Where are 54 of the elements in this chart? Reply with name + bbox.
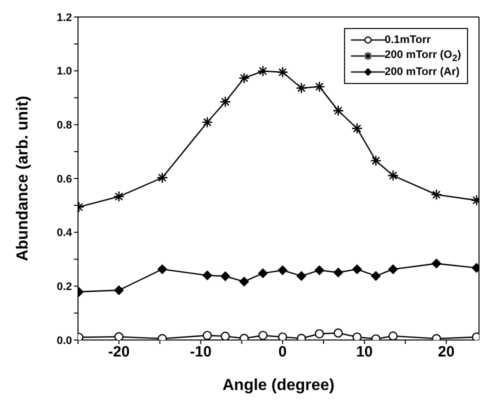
point <box>370 270 381 281</box>
point <box>334 328 343 338</box>
point <box>431 258 442 269</box>
y-tick-label: 0.0 <box>56 334 72 347</box>
point <box>278 265 288 276</box>
point <box>314 81 326 92</box>
x-tick-label: 20 <box>438 344 455 361</box>
y-tick-label: 0.6 <box>56 173 72 186</box>
point <box>220 332 230 340</box>
point <box>276 66 288 78</box>
legend-label: 200 mTorr (Ar) <box>384 66 460 78</box>
y-tick-label: 0.8 <box>56 120 72 132</box>
point <box>352 332 362 340</box>
point <box>239 276 250 287</box>
x-tick-label: 10 <box>356 344 373 361</box>
point <box>258 330 268 340</box>
x-tick-label: -20 <box>108 344 130 361</box>
point <box>296 270 306 281</box>
point <box>388 331 398 340</box>
point <box>257 65 269 77</box>
point <box>332 105 344 116</box>
point <box>430 189 442 200</box>
point <box>114 332 124 340</box>
point <box>202 330 212 340</box>
y-tick-label: 1.0 <box>56 66 72 78</box>
x-axis-title: Angle (degree) <box>222 377 335 394</box>
point <box>258 268 268 278</box>
point <box>113 190 125 202</box>
point <box>387 170 399 182</box>
y-tick-label: 0.4 <box>56 227 73 240</box>
y-axis-title: Abundance (arb. unit) <box>14 96 32 262</box>
point <box>314 329 324 338</box>
y-tick-label: 1.2 <box>56 12 72 24</box>
point <box>352 264 362 274</box>
legend-label: 0.1mTorr <box>384 34 431 46</box>
point <box>114 285 124 296</box>
point <box>333 267 344 278</box>
point <box>202 270 212 280</box>
point <box>351 122 363 134</box>
legend-label: 200 mTorr (O$_{2}$) <box>384 48 461 64</box>
point <box>370 155 382 166</box>
point <box>388 264 398 274</box>
point <box>296 82 308 94</box>
point <box>156 172 168 184</box>
x-tick-label: 0 <box>278 344 287 361</box>
point <box>157 264 168 274</box>
x-tick-label: -10 <box>190 344 212 361</box>
point <box>314 265 324 276</box>
point <box>202 116 213 128</box>
point <box>238 72 250 84</box>
point <box>220 271 230 282</box>
point <box>220 96 231 108</box>
point <box>278 332 288 340</box>
y-tick-label: 0.2 <box>56 281 72 294</box>
